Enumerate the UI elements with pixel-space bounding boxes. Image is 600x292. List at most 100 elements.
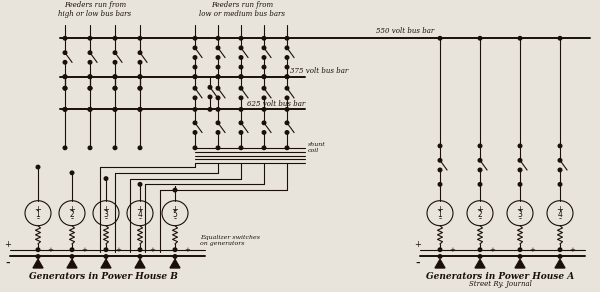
Circle shape	[113, 86, 117, 90]
Circle shape	[36, 165, 40, 169]
Text: 5: 5	[173, 210, 178, 219]
Text: +: +	[489, 247, 495, 253]
Text: +: +	[47, 247, 53, 253]
Circle shape	[216, 65, 220, 69]
Text: +: +	[569, 247, 575, 253]
Circle shape	[88, 108, 92, 111]
Circle shape	[138, 36, 142, 40]
Text: 3: 3	[104, 210, 109, 219]
Polygon shape	[170, 259, 180, 268]
Text: -: -	[37, 214, 40, 223]
Text: 4: 4	[137, 210, 142, 219]
Text: 625 volt bus bar: 625 volt bus bar	[247, 100, 305, 107]
Text: Feeders run from
low or medium bus bars: Feeders run from low or medium bus bars	[199, 1, 285, 18]
Circle shape	[216, 108, 220, 111]
Circle shape	[193, 86, 197, 90]
Circle shape	[285, 65, 289, 69]
Text: +: +	[115, 247, 121, 253]
Circle shape	[113, 86, 117, 90]
Circle shape	[104, 248, 108, 251]
Circle shape	[216, 36, 220, 40]
Text: +: +	[172, 205, 178, 214]
Circle shape	[262, 75, 266, 79]
Circle shape	[193, 56, 197, 59]
Circle shape	[478, 144, 482, 148]
Circle shape	[239, 46, 243, 50]
Circle shape	[36, 248, 40, 251]
Circle shape	[239, 96, 243, 100]
Circle shape	[138, 60, 142, 64]
Circle shape	[63, 86, 67, 90]
Circle shape	[216, 56, 220, 59]
Circle shape	[208, 95, 212, 99]
Text: 3: 3	[518, 210, 523, 219]
Circle shape	[262, 65, 266, 69]
Text: -: -	[518, 214, 521, 223]
Text: -: -	[71, 214, 74, 223]
Circle shape	[193, 36, 197, 40]
Circle shape	[262, 96, 266, 100]
Circle shape	[438, 168, 442, 172]
Circle shape	[138, 182, 142, 186]
Circle shape	[285, 108, 289, 111]
Circle shape	[478, 255, 482, 258]
Circle shape	[113, 108, 117, 111]
Circle shape	[216, 46, 220, 50]
Circle shape	[138, 75, 142, 79]
Circle shape	[63, 108, 67, 111]
Circle shape	[208, 108, 212, 111]
Circle shape	[88, 51, 92, 54]
Text: +: +	[184, 247, 190, 253]
Circle shape	[478, 182, 482, 186]
Circle shape	[438, 36, 442, 40]
Circle shape	[216, 131, 220, 134]
Text: +: +	[35, 205, 41, 214]
Text: Equalizer switches
on generators: Equalizer switches on generators	[200, 235, 260, 246]
Circle shape	[193, 131, 197, 134]
Circle shape	[285, 121, 289, 125]
Circle shape	[239, 75, 243, 79]
Circle shape	[285, 96, 289, 100]
Circle shape	[88, 36, 92, 40]
Circle shape	[285, 86, 289, 90]
Text: -: -	[104, 214, 107, 223]
Circle shape	[558, 255, 562, 258]
Circle shape	[173, 255, 177, 258]
Text: 2: 2	[70, 210, 74, 219]
Circle shape	[70, 171, 74, 175]
Circle shape	[193, 46, 197, 50]
Circle shape	[285, 75, 289, 79]
Circle shape	[193, 146, 197, 150]
Circle shape	[239, 108, 243, 111]
Circle shape	[438, 182, 442, 186]
Circle shape	[193, 96, 197, 100]
Circle shape	[518, 255, 522, 258]
Circle shape	[63, 86, 67, 90]
Circle shape	[193, 108, 197, 111]
Circle shape	[262, 46, 266, 50]
Circle shape	[285, 146, 289, 150]
Text: +: +	[103, 205, 109, 214]
Circle shape	[438, 144, 442, 148]
Circle shape	[239, 65, 243, 69]
Text: shunt
coil: shunt coil	[308, 142, 326, 153]
Circle shape	[558, 144, 562, 148]
Circle shape	[138, 248, 142, 251]
Polygon shape	[475, 259, 485, 268]
Circle shape	[262, 36, 266, 40]
Circle shape	[262, 86, 266, 90]
Circle shape	[239, 75, 243, 79]
Circle shape	[138, 108, 142, 111]
Circle shape	[63, 75, 67, 79]
Text: +: +	[557, 205, 563, 214]
Circle shape	[239, 86, 243, 90]
Circle shape	[113, 108, 117, 111]
Text: +: +	[476, 205, 484, 214]
Circle shape	[239, 121, 243, 125]
Circle shape	[63, 146, 67, 150]
Text: 2: 2	[478, 210, 482, 219]
Circle shape	[438, 159, 442, 162]
Circle shape	[138, 146, 142, 150]
Polygon shape	[101, 259, 111, 268]
Circle shape	[558, 248, 562, 251]
